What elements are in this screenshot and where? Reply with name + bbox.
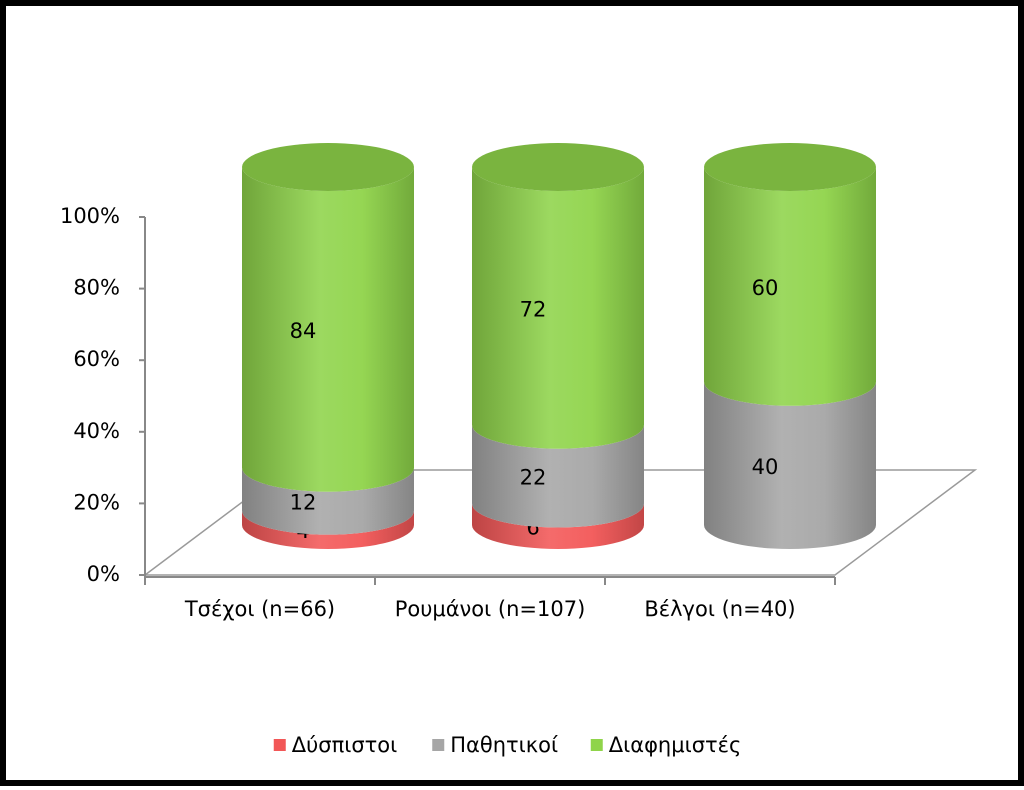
cylinder-segment	[242, 510, 414, 549]
data-label: 12	[290, 491, 317, 515]
cylinder-top	[704, 143, 876, 191]
legend-label: Διαφημιστές	[609, 733, 742, 757]
cylinder-segment	[704, 381, 876, 549]
cylinder-segment	[242, 467, 414, 535]
cylinder-top	[242, 143, 414, 191]
cylinder-segment	[704, 167, 876, 406]
cylinder-top	[472, 143, 644, 191]
x-tick-label: Τσέχοι (n=66)	[184, 597, 335, 621]
data-label: 40	[752, 455, 779, 479]
cylinder-segment	[472, 167, 644, 449]
y-tick-label: 20%	[73, 490, 120, 514]
cylinder-segment	[242, 167, 414, 492]
floor	[142, 469, 978, 576]
cylinder-segment	[472, 503, 644, 549]
data-label: 72	[520, 297, 547, 321]
legend-label: Παθητικοί	[450, 733, 558, 757]
cylinder-segment	[472, 424, 644, 528]
data-label: 84	[290, 319, 317, 343]
x-tick-label: Βέλγοι (n=40)	[644, 597, 795, 621]
data-label: 22	[520, 466, 547, 490]
data-label: 60	[752, 276, 779, 300]
legend-swatch	[590, 739, 603, 751]
y-tick-label: 80%	[73, 276, 120, 300]
y-tick-label: 40%	[73, 419, 120, 443]
y-tick-label: 100%	[60, 204, 120, 228]
legend-swatch	[432, 739, 445, 751]
legend-swatch	[273, 739, 286, 751]
y-tick-label: 0%	[87, 562, 120, 586]
y-tick-label: 60%	[73, 347, 120, 371]
legend-label: Δύσπιστοι	[292, 733, 397, 757]
x-tick-label: Ρουμάνοι (n=107)	[395, 597, 586, 621]
x-tick-marks	[144, 577, 836, 585]
